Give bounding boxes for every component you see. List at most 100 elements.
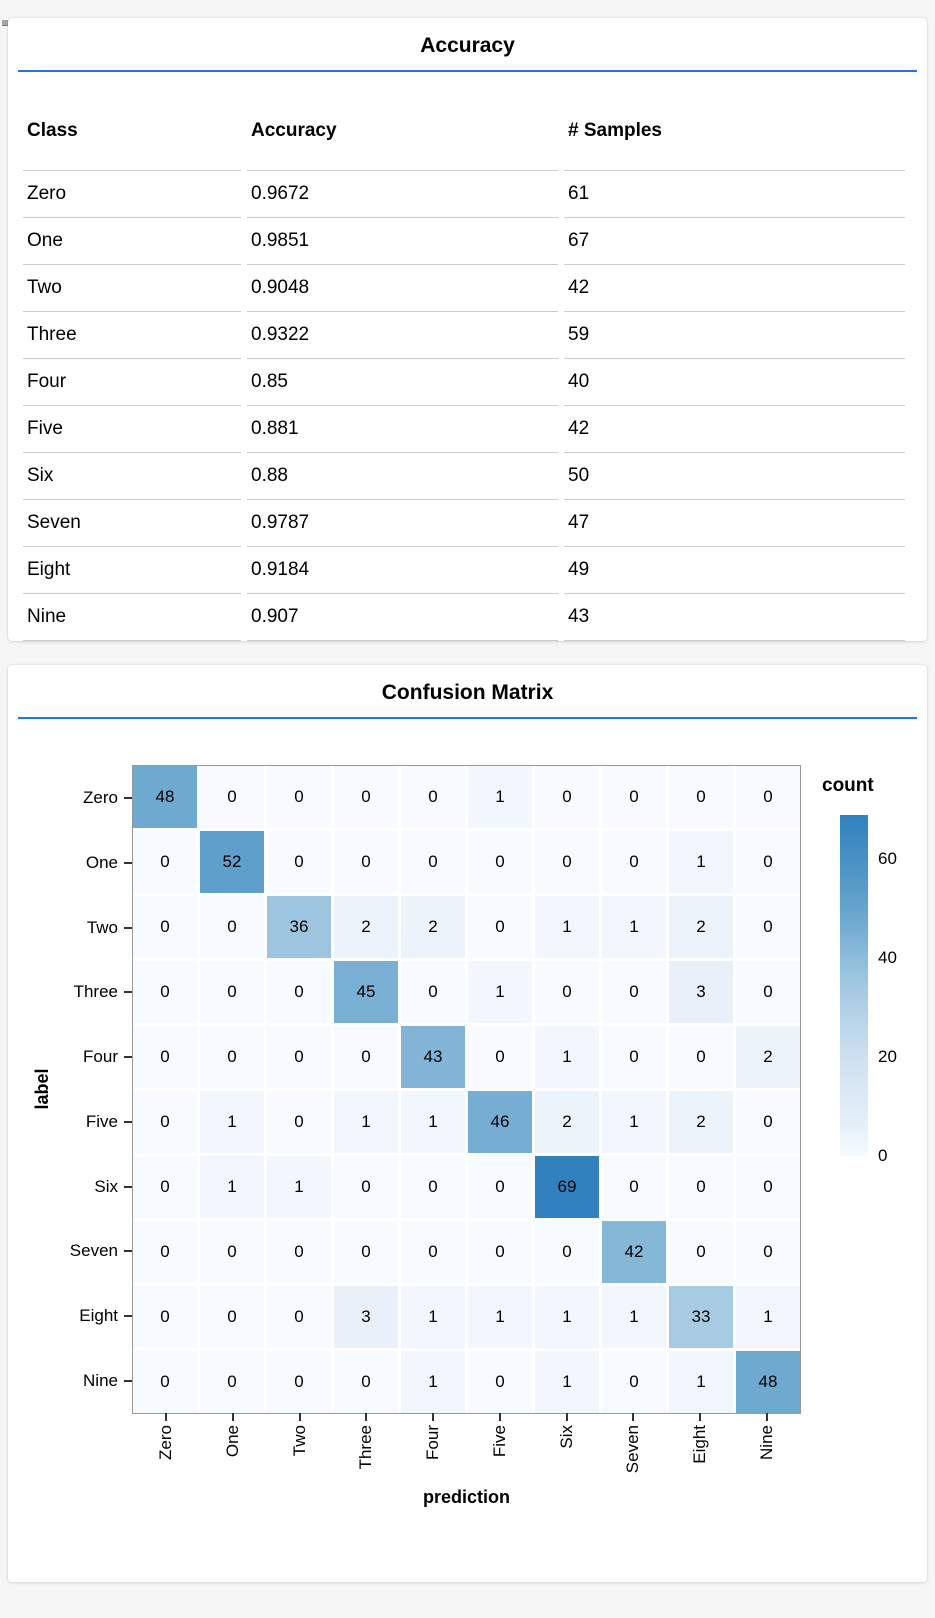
heatmap-cell: 0 [334, 1351, 398, 1413]
table-cell: 40 [564, 358, 905, 405]
heatmap-cell: 0 [669, 1221, 733, 1283]
table-cell: 0.9184 [247, 546, 558, 593]
heatmap-cell: 0 [736, 766, 800, 828]
table-cell: 42 [564, 405, 905, 452]
confusion-matrix-card: Confusion Matrix label 48 0 0 0 0 1 0 0 0 0 0 52 0 0 0… [8, 665, 927, 1582]
heatmap-cell: 0 [200, 1026, 264, 1088]
table-cell: 0.9048 [247, 264, 558, 311]
heatmap-cell: 2 [334, 896, 398, 958]
table-cell: 47 [564, 499, 905, 546]
x-tick-mark [632, 1413, 635, 1421]
x-tick-label: Seven [623, 1425, 643, 1474]
x-axis-title: prediction [422, 1487, 510, 1507]
table-cell: 0.9322 [247, 311, 558, 358]
heatmap-cell: 42 [602, 1221, 666, 1283]
heatmap-cell: 43 [401, 1026, 465, 1088]
x-tick-label: Zero [156, 1425, 176, 1460]
heatmap-cell: 48 [133, 766, 197, 828]
heatmap-cell: 0 [334, 766, 398, 828]
accuracy-column-header: Class [27, 120, 78, 141]
heatmap-cell: 1 [535, 1286, 599, 1348]
table-cell: Two [23, 264, 241, 311]
y-tick-label: Four [83, 1047, 118, 1067]
table-cell: Zero [23, 170, 241, 217]
legend-gradient-bar [840, 815, 868, 1156]
table-cell: 0.9672 [247, 170, 558, 217]
x-tick-label: Three [356, 1425, 376, 1470]
heatmap-cell: 0 [200, 766, 264, 828]
legend-title: count [822, 775, 874, 796]
table-row: Five 0.881 42 [23, 405, 905, 452]
heatmap-cell: 0 [334, 1026, 398, 1088]
x-tick-label: Eight [689, 1425, 709, 1464]
table-cell: 0.907 [247, 593, 558, 641]
heatmap-cell: 45 [334, 961, 398, 1023]
y-tick-mark [124, 1120, 132, 1123]
heatmap-cell: 0 [200, 1286, 264, 1348]
heatmap-cell: 0 [267, 1351, 331, 1413]
heatmap-cell: 1 [267, 1156, 331, 1218]
table-row: Zero 0.9672 61 [23, 170, 905, 217]
y-axis-title: label [32, 1068, 52, 1110]
table-cell: 0.9851 [247, 217, 558, 264]
table-cell: 0.881 [247, 405, 558, 452]
heatmap-cell: 2 [401, 896, 465, 958]
heatmap-cell: 0 [133, 831, 197, 893]
table-cell: Four [23, 358, 241, 405]
heatmap-cell: 0 [736, 961, 800, 1023]
heatmap-cell: 0 [133, 1351, 197, 1413]
heatmap-cell: 2 [535, 1091, 599, 1153]
heatmap-cell: 0 [602, 1026, 666, 1088]
table-cell: 0.9787 [247, 499, 558, 546]
heatmap-cell: 0 [133, 1026, 197, 1088]
heatmap-cell: 0 [133, 896, 197, 958]
heatmap-cell: 1 [602, 1091, 666, 1153]
table-cell: 0.85 [247, 358, 558, 405]
table-cell: 49 [564, 546, 905, 593]
heatmap-cell: 46 [468, 1091, 532, 1153]
x-tick-mark [365, 1413, 368, 1421]
heatmap-cell: 1 [200, 1091, 264, 1153]
heatmap-cell: 0 [468, 1026, 532, 1088]
heatmap-cell: 0 [602, 766, 666, 828]
heatmap-cell: 2 [669, 1091, 733, 1153]
heatmap-cell: 1 [736, 1286, 800, 1348]
table-row: Four 0.85 40 [23, 358, 905, 405]
table-row: Six 0.88 50 [23, 452, 905, 499]
table-cell: 42 [564, 264, 905, 311]
heatmap-cell: 0 [535, 831, 599, 893]
heatmap-cell: 48 [736, 1351, 800, 1413]
y-tick-label: Seven [69, 1241, 118, 1261]
heatmap-cell: 0 [535, 766, 599, 828]
table-row: Seven 0.9787 47 [23, 499, 905, 546]
table-cell: 0.88 [247, 452, 558, 499]
x-tick-mark [298, 1413, 301, 1421]
heatmap-cell: 0 [535, 1221, 599, 1283]
y-tick-mark [124, 1185, 132, 1188]
x-tick-label: Five [489, 1425, 509, 1458]
heatmap-cell: 1 [535, 896, 599, 958]
accuracy-table: Class Accuracy # Samples Zero 0.9672 61 One 0.… [17, 110, 911, 641]
accuracy-column-header: # Samples [568, 120, 662, 141]
y-tick-label: Two [86, 917, 118, 937]
heatmap-cell: 33 [669, 1286, 733, 1348]
x-tick-mark [565, 1413, 568, 1421]
y-tick-label: Five [85, 1111, 118, 1131]
heatmap-cell: 1 [468, 1286, 532, 1348]
legend-tick-label: 0 [878, 1146, 888, 1165]
heatmap-cell: 1 [535, 1026, 599, 1088]
heatmap-cell: 1 [468, 961, 532, 1023]
y-tick-mark [124, 1056, 132, 1059]
confusion-title-divider [18, 717, 917, 719]
x-tick-mark [498, 1413, 501, 1421]
heatmap-cell: 0 [468, 896, 532, 958]
x-tick-label: Two [289, 1425, 309, 1457]
legend-tick-label: 40 [878, 948, 897, 968]
heatmap-cell: 0 [133, 961, 197, 1023]
heatmap-cell: 0 [468, 1351, 532, 1413]
heatmap-cell: 1 [401, 1351, 465, 1413]
heatmap-cell: 0 [401, 766, 465, 828]
heatmap-cell: 1 [468, 766, 532, 828]
table-cell: Six [23, 452, 241, 499]
heatmap-cell: 3 [669, 961, 733, 1023]
